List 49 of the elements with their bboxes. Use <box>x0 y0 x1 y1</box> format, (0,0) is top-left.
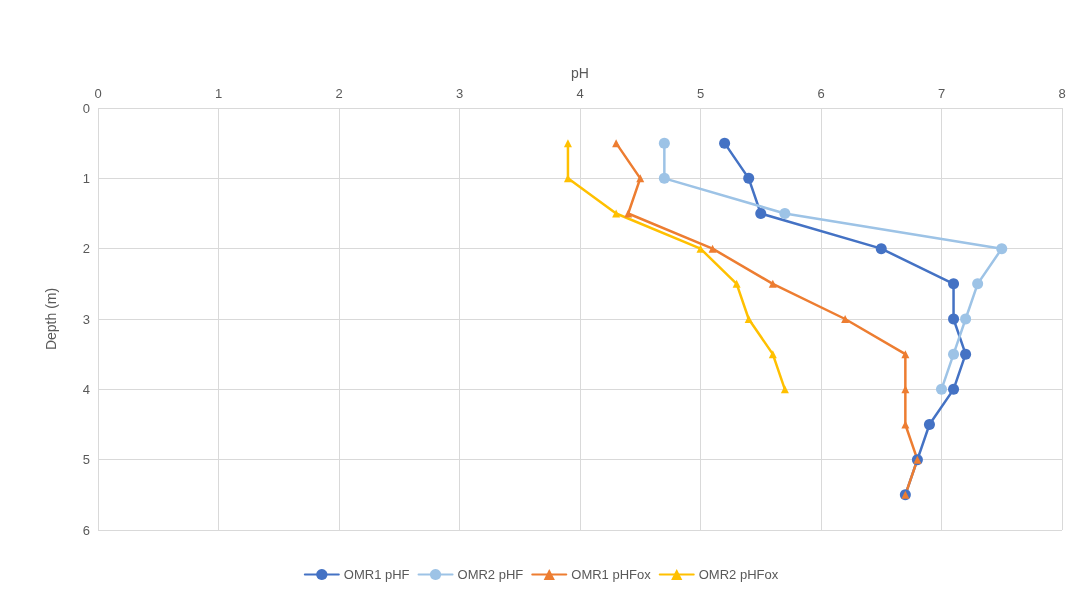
x-tick-label: 2 <box>335 86 343 101</box>
y-tick-label: 4 <box>82 381 90 397</box>
point <box>948 348 960 360</box>
legend-label: OMR1 pHFox <box>571 567 652 582</box>
legend-label: OMR2 pHFox <box>698 567 779 582</box>
point <box>719 137 731 149</box>
point <box>708 244 717 253</box>
x-tick-label: 3 <box>455 86 464 101</box>
y-tick-label: 3 <box>82 311 90 327</box>
point <box>901 350 910 359</box>
point <box>948 278 960 290</box>
point <box>612 209 621 218</box>
point <box>744 315 753 323</box>
point <box>768 279 777 288</box>
point <box>948 313 960 325</box>
point <box>563 139 572 148</box>
point <box>624 209 633 218</box>
point <box>960 348 972 360</box>
y-axis-title: Depth (m) <box>43 287 59 351</box>
legend-label: OMR2 pHF <box>457 567 524 582</box>
point <box>743 172 755 184</box>
x-tick-label: 7 <box>937 86 946 101</box>
point <box>779 208 791 219</box>
x-tick-label: 8 <box>1058 86 1066 101</box>
point <box>936 383 947 395</box>
point <box>658 172 670 184</box>
point <box>658 137 670 149</box>
point <box>755 208 767 219</box>
point <box>923 419 935 430</box>
x-tick-label: 4 <box>576 86 584 101</box>
x-axis-title: pH <box>571 65 589 81</box>
legend-label: OMR1 pHF <box>343 567 410 582</box>
point <box>841 315 850 323</box>
x-tick-label: 0 <box>94 86 102 101</box>
point <box>960 313 972 325</box>
point <box>732 279 741 288</box>
point <box>612 139 621 148</box>
y-tick-label: 1 <box>82 170 90 186</box>
y-tick-label: 2 <box>82 241 90 257</box>
x-tick-label: 1 <box>214 86 223 101</box>
y-tick-label: 0 <box>82 100 90 116</box>
x-tick-label: 6 <box>817 86 825 101</box>
point <box>948 383 960 395</box>
y-tick-label: 5 <box>82 452 90 468</box>
x-tick-label: 5 <box>696 86 705 101</box>
point <box>972 278 984 290</box>
y-tick-label: 6 <box>82 522 90 538</box>
point <box>875 243 887 255</box>
point <box>996 243 1008 255</box>
